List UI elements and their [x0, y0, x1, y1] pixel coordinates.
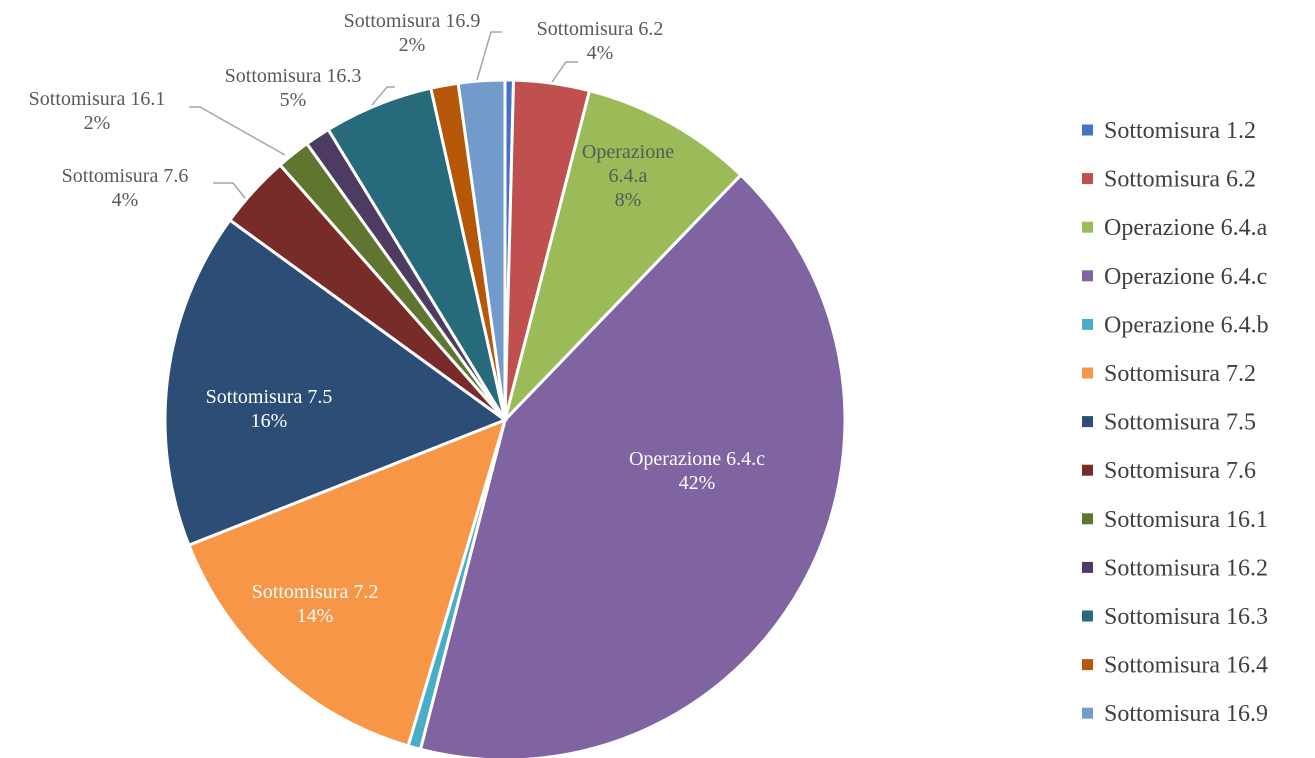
legend-item: Sottomisura 16.4 [1082, 653, 1268, 679]
legend: Sottomisura 1.2 Sottomisura 6.2 Operazione… [1082, 118, 1269, 727]
legend-label: Operazione 6.4.a [1104, 215, 1268, 241]
legend-item: Operazione 6.4.a [1082, 215, 1268, 241]
legend-label: Sottomisura 16.4 [1104, 653, 1268, 679]
legend-label: Sottomisura 16.3 [1104, 604, 1268, 630]
legend-label: Sottomisura 16.2 [1104, 555, 1268, 581]
legend-swatch [1082, 707, 1093, 719]
legend-item: Sottomisura 1.2 [1082, 118, 1256, 144]
leader-line [213, 182, 246, 199]
legend-swatch [1082, 124, 1093, 136]
legend-swatch [1082, 221, 1093, 233]
legend-item: Sottomisura 16.1 [1082, 507, 1268, 533]
legend-item: Operazione 6.4.b [1082, 312, 1269, 338]
legend-item: Sottomisura 7.5 [1082, 410, 1256, 436]
leader-line [476, 31, 502, 81]
legend-item: Sottomisura 7.6 [1082, 458, 1256, 484]
legend-swatch [1082, 513, 1093, 525]
data-label-sottomisura-7-5: Sottomisura 7.5 16% [206, 386, 333, 432]
legend-swatch [1082, 367, 1093, 379]
legend-swatch [1082, 659, 1093, 671]
legend-item: Sottomisura 16.9 [1082, 701, 1268, 727]
pie-slice-operazione-6-4-c [418, 172, 847, 758]
data-label-sottomisura-16-1: Sottomisura 16.1 2% [29, 88, 166, 134]
legend-label: Sottomisura 6.2 [1104, 167, 1256, 193]
legend-label: Operazione 6.4.b [1104, 312, 1269, 338]
legend-item: Sottomisura 16.3 [1082, 604, 1268, 630]
legend-label: Sottomisura 7.2 [1104, 361, 1256, 387]
legend-label: Sottomisura 7.6 [1104, 458, 1256, 484]
pie-slice-sottomisura-16-9 [456, 78, 507, 421]
legend-swatch [1082, 561, 1093, 573]
data-label-operazione-6-4-c: Operazione 6.4.c 42% [629, 448, 765, 494]
legend-label: Sottomisura 1.2 [1104, 118, 1256, 144]
legend-swatch [1082, 173, 1093, 185]
legend-swatch [1082, 610, 1093, 622]
leader-line [371, 86, 395, 106]
data-label-operazione-6-4-a: Operazione 6.4.a 8% [582, 141, 674, 211]
legend-item: Sottomisura 7.2 [1082, 361, 1256, 387]
pie-slice-operazione-6-4-a [502, 88, 743, 426]
legend-swatch [1082, 270, 1093, 282]
data-label-sottomisura-16-9: Sottomisura 16.9 2% [344, 10, 481, 56]
leader-lines [189, 31, 578, 199]
legend-label: Sottomisura 7.5 [1104, 410, 1256, 436]
legend-item: Sottomisura 6.2 [1082, 167, 1256, 193]
data-label-sottomisura-16-3: Sottomisura 16.3 5% [225, 65, 362, 111]
legend-label: Operazione 6.4.c [1104, 264, 1267, 290]
pie-slice-sottomisura-7-2 [186, 417, 508, 748]
legend-label: Sottomisura 16.1 [1104, 507, 1268, 533]
data-label-sottomisura-7-6: Sottomisura 7.6 4% [62, 165, 189, 211]
leader-line [189, 106, 286, 156]
legend-swatch [1082, 464, 1093, 476]
legend-swatch [1082, 318, 1093, 330]
data-label-sottomisura-6-2: Sottomisura 6.2 4% [537, 18, 664, 64]
legend-swatch [1082, 416, 1093, 428]
legend-item: Sottomisura 16.2 [1082, 555, 1268, 581]
slice-labels: Sottomisura 6.2 4% Operazione 6.4.a 8% Operaz… [29, 10, 765, 627]
pie-slice-sottomisura-7-5 [163, 218, 509, 548]
legend-label: Sottomisura 16.9 [1104, 701, 1268, 727]
leader-line [551, 61, 578, 83]
pie-slices [163, 78, 847, 758]
data-label-sottomisura-7-2: Sottomisura 7.2 14% [252, 581, 379, 627]
legend-item: Operazione 6.4.c [1082, 264, 1267, 290]
